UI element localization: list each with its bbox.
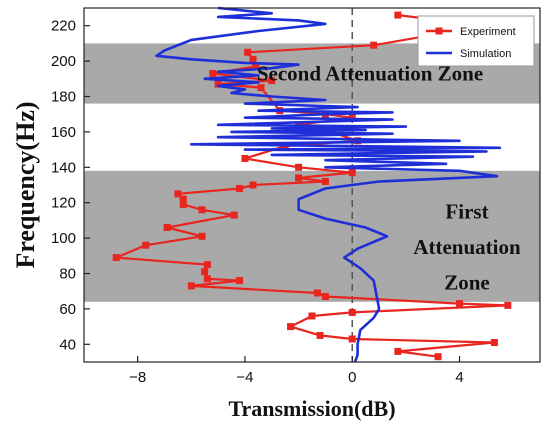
experiment-data-point bbox=[316, 331, 324, 339]
experiment-data-point bbox=[504, 301, 512, 309]
experiment-data-point bbox=[142, 241, 150, 249]
experiment-data-point bbox=[348, 308, 356, 316]
experiment-legend-marker bbox=[435, 27, 443, 35]
experiment-data-point bbox=[434, 353, 442, 361]
experiment-data-point bbox=[321, 293, 329, 301]
experiment-data-point bbox=[179, 200, 187, 208]
y-tick-label: 220 bbox=[51, 18, 76, 35]
experiment-data-point bbox=[394, 347, 402, 355]
legend: Experiment Simulation bbox=[417, 15, 535, 67]
experiment-data-point bbox=[244, 48, 252, 56]
experiment-data-point bbox=[198, 206, 206, 214]
experiment-data-point bbox=[308, 312, 316, 320]
y-axis-title: Frequency(Hz) bbox=[11, 101, 40, 268]
experiment-data-point bbox=[313, 289, 321, 297]
experiment-data-point bbox=[112, 254, 120, 262]
experiment-data-point bbox=[287, 323, 295, 331]
x-tick-label: −8 bbox=[129, 369, 146, 386]
y-tick-label: 140 bbox=[51, 159, 76, 176]
experiment-data-point bbox=[214, 80, 222, 88]
experiment-data-point bbox=[203, 275, 211, 283]
experiment-data-point bbox=[249, 181, 257, 189]
experiment-data-point bbox=[257, 84, 265, 92]
experiment-data-point bbox=[321, 177, 329, 185]
x-tick-label: 4 bbox=[455, 369, 463, 386]
experiment-data-point bbox=[179, 195, 187, 203]
axis-ticks: −8 −4 0 4 40 60 80 100 120 140 160 180 200 220 bbox=[51, 18, 464, 386]
experiment-data-point bbox=[198, 232, 206, 240]
simulation-series-line bbox=[155, 6, 502, 363]
experiment-data-point bbox=[370, 41, 378, 49]
experiment-data-point bbox=[295, 163, 303, 171]
first-zone-label-line-3: Zone bbox=[444, 270, 490, 294]
experiment-data-point bbox=[348, 169, 356, 177]
experiment-data-point bbox=[209, 69, 217, 77]
first-zone-label-line-2: Attenuation bbox=[413, 235, 521, 259]
experiment-data-point bbox=[203, 261, 211, 269]
y-tick-label: 200 bbox=[51, 53, 76, 70]
y-tick-label: 80 bbox=[59, 266, 76, 283]
experiment-data-point bbox=[348, 335, 356, 343]
plot-frame bbox=[83, 7, 541, 363]
y-tick-label: 160 bbox=[51, 124, 76, 141]
experiment-data-point bbox=[236, 277, 244, 285]
experiment-data-point bbox=[268, 77, 276, 85]
series-layer bbox=[112, 6, 512, 363]
experiment-data-point bbox=[252, 62, 260, 70]
experiment-data-point bbox=[174, 190, 182, 198]
experiment-data-point bbox=[163, 223, 171, 231]
experiment-legend-label: Experiment bbox=[460, 26, 516, 38]
y-tick-label: 40 bbox=[59, 336, 76, 353]
experiment-data-point bbox=[490, 339, 498, 347]
experiment-data-point bbox=[295, 174, 303, 182]
first-zone-label-line-1: First bbox=[445, 200, 488, 224]
experiment-data-point bbox=[187, 282, 195, 290]
x-tick-label: 0 bbox=[348, 369, 356, 386]
experiment-data-point bbox=[354, 137, 362, 145]
simulation-legend-label: Simulation bbox=[460, 48, 511, 60]
y-tick-label: 120 bbox=[51, 195, 76, 212]
experiment-data-point bbox=[456, 300, 464, 308]
experiment-data-point bbox=[394, 11, 402, 19]
experiment-data-point bbox=[230, 211, 238, 219]
x-tick-label: −4 bbox=[236, 369, 253, 386]
experiment-data-point bbox=[236, 185, 244, 193]
legend-box bbox=[417, 15, 535, 67]
experiment-data-point bbox=[201, 268, 209, 276]
y-tick-label: 180 bbox=[51, 89, 76, 106]
y-tick-label: 100 bbox=[51, 230, 76, 247]
x-axis-title: Transmission(dB) bbox=[228, 396, 395, 421]
experiment-data-point bbox=[241, 154, 249, 162]
y-tick-label: 60 bbox=[59, 301, 76, 318]
experiment-data-point bbox=[249, 55, 257, 63]
